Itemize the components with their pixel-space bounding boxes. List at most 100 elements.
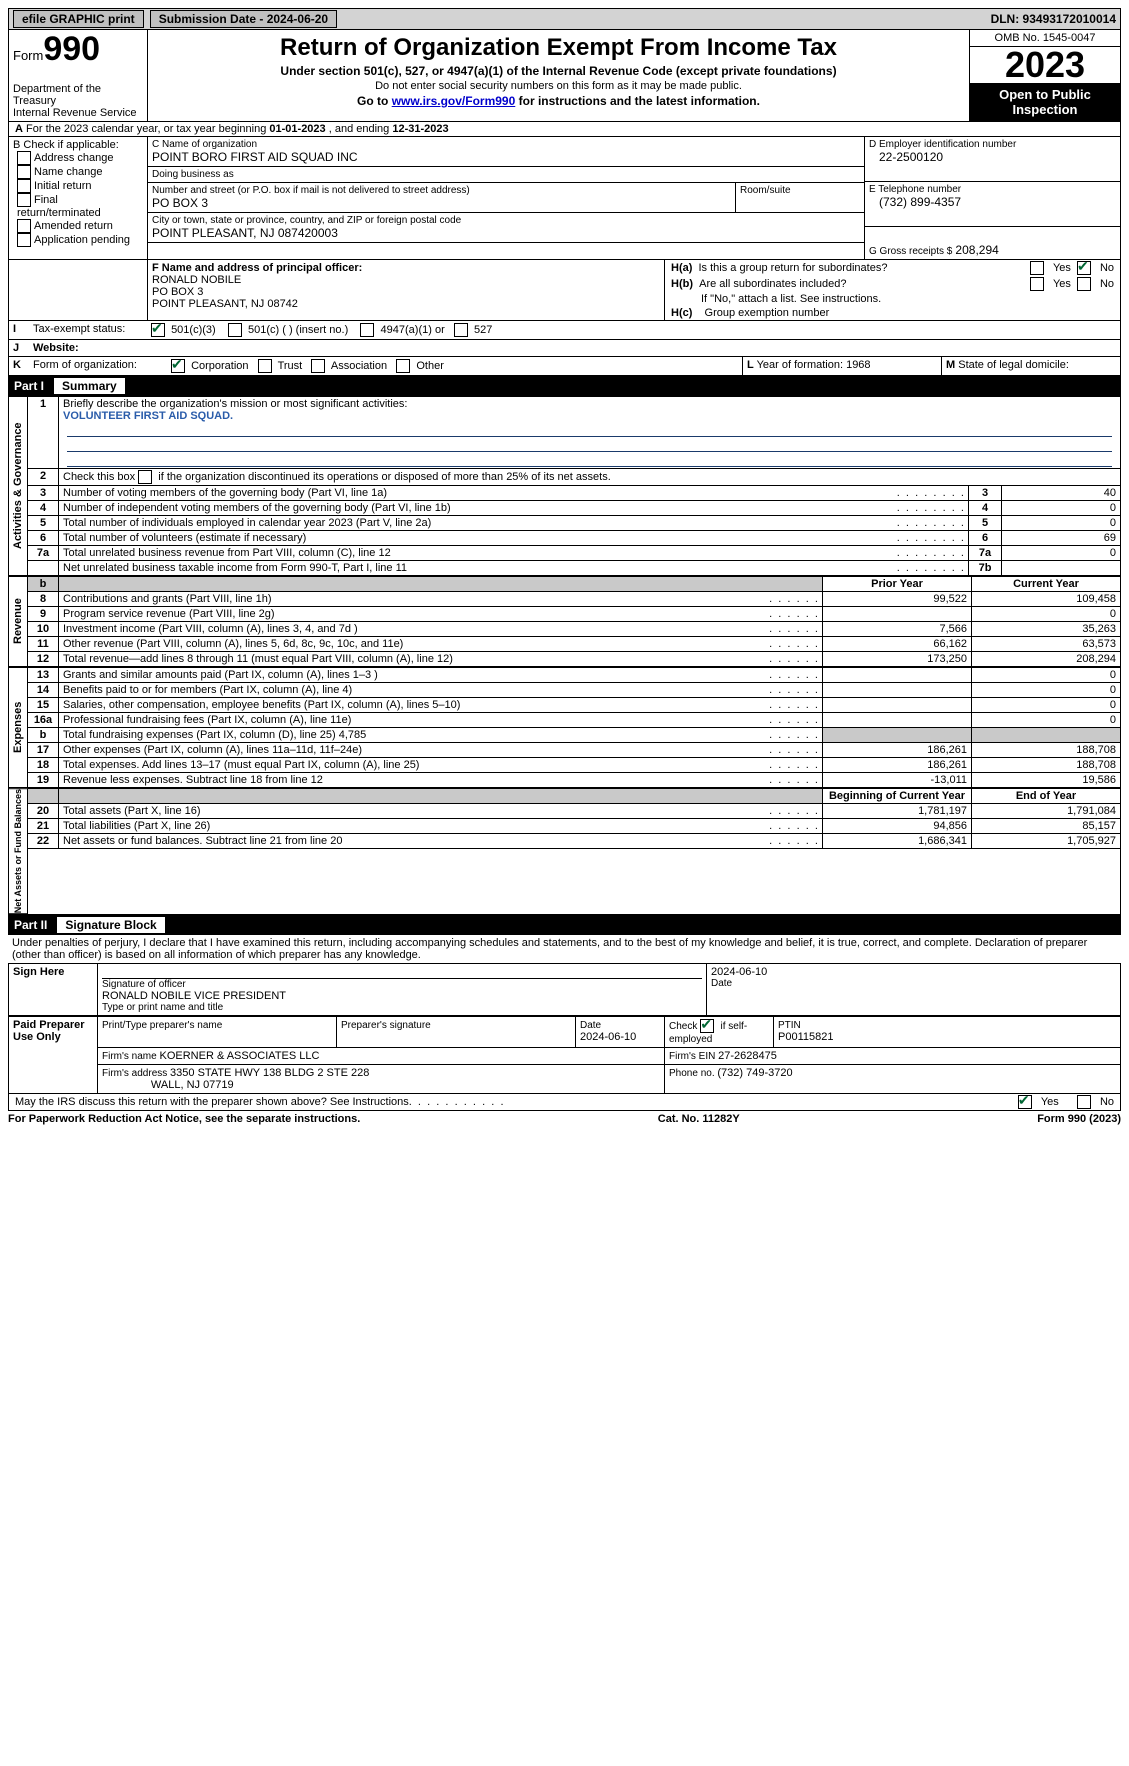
form-goto: Go to www.irs.gov/Form990 for instructio… <box>156 94 961 108</box>
sidebar-net-assets: Net Assets or Fund Balances <box>9 788 28 914</box>
sidebar-activities-governance: Activities & Governance <box>9 396 28 576</box>
chk-discuss-yes[interactable] <box>1018 1095 1032 1109</box>
prep-check-hdr: Check <box>669 1021 697 1032</box>
officer-label: F Name and address of principal officer: <box>152 262 660 274</box>
form-number: 990 <box>43 30 100 68</box>
box-f: F Name and address of principal officer:… <box>148 260 665 320</box>
box-d: D Employer identification number 22-2500… <box>865 137 1120 182</box>
form-title: Return of Organization Exempt From Incom… <box>156 34 961 62</box>
chk-application-pending[interactable] <box>17 233 31 247</box>
part-i-title: Summary <box>54 378 125 394</box>
goto-link[interactable]: www.irs.gov/Form990 <box>392 94 516 108</box>
form-header: Form990 Department of the Treasury Inter… <box>8 30 1121 122</box>
chk-self-employed[interactable] <box>700 1019 714 1033</box>
firm-ein: 27-2628475 <box>718 1050 777 1062</box>
sign-here-table: Sign Here Signature of officer RONALD NO… <box>8 963 1121 1016</box>
chk-other[interactable] <box>396 359 410 373</box>
lbl-other: Other <box>416 360 444 372</box>
box-c-dba: Doing business as <box>148 167 864 183</box>
lbl-initial-return: Initial return <box>34 180 91 192</box>
chk-trust[interactable] <box>258 359 272 373</box>
row-i-label: I <box>9 321 29 339</box>
dln-label: DLN: 93493172010014 <box>991 12 1116 26</box>
form-subtitle: Under section 501(c), 527, or 4947(a)(1)… <box>156 64 961 78</box>
chk-address-change[interactable] <box>17 151 31 165</box>
chk-final-return[interactable] <box>17 193 31 207</box>
lbl-application-pending: Application pending <box>34 234 130 246</box>
lbl-corp: Corporation <box>191 360 248 372</box>
discuss-text: May the IRS discuss this return with the… <box>15 1096 412 1108</box>
chk-527[interactable] <box>454 323 468 337</box>
paid-preparer-label: Paid Preparer Use Only <box>9 1017 98 1094</box>
chk-501c3[interactable] <box>151 323 165 337</box>
org-name: POINT BORO FIRST AID SQUAD INC <box>152 150 860 164</box>
chk-hb-no[interactable] <box>1077 277 1091 291</box>
officer-addr1: PO BOX 3 <box>152 286 660 298</box>
firm-phone-label: Phone no. <box>669 1068 717 1079</box>
table-row: Net unrelated business taxable income fr… <box>28 561 1120 576</box>
part-i-num: Part I <box>14 379 44 393</box>
box-c-street: Number and street (or P.O. box if mail i… <box>148 183 864 213</box>
hdr-boy: Beginning of Current Year <box>823 789 972 804</box>
chk-initial-return[interactable] <box>17 179 31 193</box>
phone-value: (732) 899-4357 <box>869 195 1116 209</box>
chk-name-change[interactable] <box>17 165 31 179</box>
chk-discuss-no[interactable] <box>1077 1095 1091 1109</box>
table-row: 15 Salaries, other compensation, employe… <box>28 698 1120 713</box>
gross-label: G Gross receipts $ <box>869 246 952 257</box>
table-row: 22 Net assets or fund balances. Subtract… <box>28 834 1120 849</box>
dba-label: Doing business as <box>152 169 860 180</box>
tax-year-end: 12-31-2023 <box>392 123 448 135</box>
gross-value: 208,294 <box>955 243 998 257</box>
chk-assoc[interactable] <box>311 359 325 373</box>
box-e: E Telephone number (732) 899-4357 <box>865 182 1120 227</box>
table-row: 7a Total unrelated business revenue from… <box>28 546 1120 561</box>
lbl-discuss-yes: Yes <box>1041 1096 1059 1108</box>
lbl-yes-ha: Yes <box>1053 262 1071 274</box>
open-public: Open to Public Inspection <box>970 83 1120 121</box>
prep-date-hdr: Date <box>580 1020 601 1031</box>
box-g: G Gross receipts $ 208,294 <box>865 227 1120 259</box>
table-row: 12 Total revenue—add lines 8 through 11 … <box>28 652 1120 667</box>
table-row: 5 Total number of individuals employed i… <box>28 516 1120 531</box>
prep-date: 2024-06-10 <box>580 1031 636 1043</box>
table-row: 3 Number of voting members of the govern… <box>28 486 1120 501</box>
chk-discontinued[interactable] <box>138 470 152 484</box>
part-ii-header: Part II Signature Block <box>8 915 1121 935</box>
lbl-amended-return: Amended return <box>34 220 113 232</box>
lbl-501c3: 501(c)(3) <box>171 324 216 336</box>
year-formation: Year of formation: 1968 <box>757 359 871 371</box>
tax-year-begin: 01-01-2023 <box>269 123 325 135</box>
dept-treasury: Department of the Treasury Internal Reve… <box>13 83 143 119</box>
chk-501c[interactable] <box>228 323 242 337</box>
org-name-label: C Name of organization <box>152 139 860 150</box>
ein-label: D Employer identification number <box>869 139 1116 150</box>
part-ii-num: Part II <box>14 918 47 932</box>
table-row: 18 Total expenses. Add lines 13–17 (must… <box>28 758 1120 773</box>
chk-amended-return[interactable] <box>17 219 31 233</box>
firm-name-label: Firm's name <box>102 1051 159 1062</box>
row-l-label: L <box>747 359 754 371</box>
submission-date-button[interactable]: Submission Date - 2024-06-20 <box>150 10 337 28</box>
hdr-eoy: End of Year <box>972 789 1121 804</box>
row-k-text: Form of organization: <box>29 357 167 375</box>
chk-ha-no[interactable] <box>1077 261 1091 275</box>
net-assets-table: Beginning of Current Year End of Year 20… <box>28 788 1120 849</box>
ptin-hdr: PTIN <box>778 1020 801 1031</box>
ptin-value: P00115821 <box>778 1031 833 1043</box>
chk-corp[interactable] <box>171 359 185 373</box>
ein-value: 22-2500120 <box>869 150 1116 164</box>
sig-officer-label: Signature of officer <box>102 979 702 990</box>
chk-4947[interactable] <box>360 323 374 337</box>
chk-hb-yes[interactable] <box>1030 277 1044 291</box>
hdr-current-year: Current Year <box>972 577 1121 592</box>
firm-name: KOERNER & ASSOCIATES LLC <box>159 1050 319 1062</box>
lbl-assoc: Association <box>331 360 387 372</box>
chk-ha-yes[interactable] <box>1030 261 1044 275</box>
footer-right: Form 990 (2023) <box>1037 1113 1121 1125</box>
efile-button[interactable]: efile GRAPHIC print <box>13 10 144 28</box>
table-row: 6 Total number of volunteers (estimate i… <box>28 531 1120 546</box>
lbl-no-ha: No <box>1100 262 1114 274</box>
officer-addr2: POINT PLEASANT, NJ 08742 <box>152 298 660 310</box>
prep-sig-hdr: Preparer's signature <box>341 1020 431 1031</box>
